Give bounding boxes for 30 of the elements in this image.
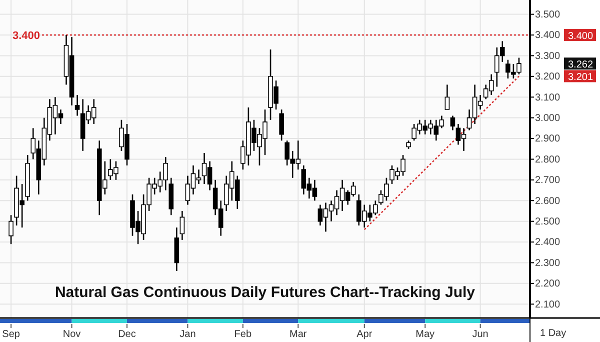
x-tick-label: Apr bbox=[356, 329, 373, 340]
y-tick-label: 3.500 bbox=[535, 9, 560, 20]
text: 1 Day bbox=[540, 328, 566, 339]
x-tick-label: May bbox=[416, 329, 435, 340]
y-tick-label: 3.000 bbox=[535, 113, 560, 124]
y-tick-label: 3.300 bbox=[535, 50, 560, 62]
x-tick-label: Feb bbox=[234, 329, 252, 340]
x-tick-label: Sep bbox=[2, 329, 20, 340]
y-tick-label: 2.600 bbox=[535, 196, 560, 207]
text: 3.201 bbox=[568, 72, 594, 84]
text: Natural Gas Continuous Daily Futures Chart--Tracking July bbox=[54, 284, 476, 301]
y-tick-label: 3.400 bbox=[535, 30, 560, 42]
y-tick-label: 2.500 bbox=[535, 216, 560, 228]
y-tick-label: 2.400 bbox=[535, 237, 560, 248]
y-tick-label: 2.800 bbox=[535, 154, 560, 166]
text: 3.400 bbox=[568, 30, 594, 42]
x-tick-label: Jun bbox=[472, 329, 488, 340]
y-tick-label: 2.200 bbox=[535, 278, 560, 290]
text: 3.262 bbox=[568, 60, 594, 71]
ref-line-label: 3.400 bbox=[12, 30, 40, 42]
y-tick-label: 3.200 bbox=[535, 72, 560, 83]
x-tick-label: Dec bbox=[118, 329, 136, 340]
x-tick-label: Nov bbox=[62, 329, 81, 340]
x-tick-label: Jan bbox=[180, 329, 196, 340]
y-tick-label: 2.900 bbox=[535, 134, 560, 145]
y-tick-label: 2.100 bbox=[535, 299, 560, 310]
x-tick-label: Mar bbox=[290, 329, 308, 340]
y-tick-label: 2.300 bbox=[535, 258, 560, 269]
y-tick-label: 2.700 bbox=[535, 175, 560, 186]
y-tick-label: 3.100 bbox=[535, 92, 560, 104]
